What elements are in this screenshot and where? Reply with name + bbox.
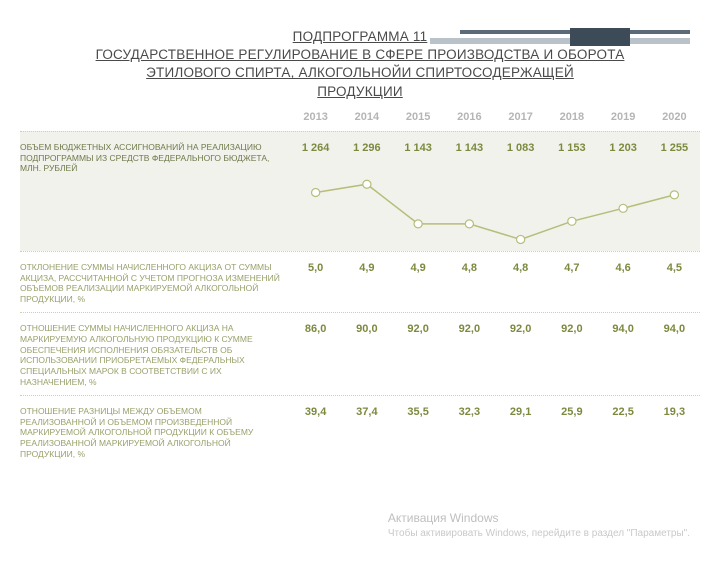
year-header: 2016 [444, 111, 495, 123]
value-cell: 94,0 [598, 323, 649, 335]
value-cell: 35,5 [393, 406, 444, 418]
table-row: ОТНОШЕНИЕ РАЗНИЦЫ МЕЖДУ ОБЪЕМОМ РЕАЛИЗОВ… [20, 395, 700, 467]
value-cell: 32,3 [444, 406, 495, 418]
chart-marker [619, 204, 627, 212]
year-header: 2015 [393, 111, 444, 123]
year-header: 2018 [546, 111, 597, 123]
watermark-title: Активация Windows [388, 511, 690, 527]
watermark-subtitle: Чтобы активировать Windows, перейдите в … [388, 527, 690, 540]
year-header: 2013 [290, 111, 341, 123]
value-cell: 1 153 [546, 142, 597, 154]
title-line-4: ПРОДУКЦИИ [40, 83, 680, 101]
value-cell: 4,9 [341, 262, 392, 274]
value-cell: 19,3 [649, 406, 700, 418]
value-cell: 25,9 [546, 406, 597, 418]
value-cell: 22,5 [598, 406, 649, 418]
value-cell: 1 083 [495, 142, 546, 154]
value-cell: 1 255 [649, 142, 700, 154]
value-cell: 1 143 [444, 142, 495, 154]
header-decoration [370, 28, 690, 48]
value-cell: 1 143 [393, 142, 444, 154]
budget-line-chart [290, 164, 700, 252]
title-line-2: ГОСУДАРСТВЕННОЕ РЕГУЛИРОВАНИЕ В СФЕРЕ ПР… [40, 46, 680, 64]
row-values: 1 2641 2961 1431 1431 0831 1531 2031 255 [290, 142, 700, 154]
table-row: ОБЪЕМ БЮДЖЕТНЫХ АССИГНОВАНИЙ НА РЕАЛИЗАЦ… [20, 131, 700, 251]
value-cell: 86,0 [290, 323, 341, 335]
chart-marker [414, 220, 422, 228]
row-label: ОБЪЕМ БЮДЖЕТНЫХ АССИГНОВАНИЙ НА РЕАЛИЗАЦ… [20, 142, 290, 174]
value-cell: 90,0 [341, 323, 392, 335]
year-header: 2014 [341, 111, 392, 123]
value-cell: 37,4 [341, 406, 392, 418]
table-header-row: 20132014201520162017201820192020 [20, 111, 700, 131]
value-cell: 4,7 [546, 262, 597, 274]
year-header: 2020 [649, 111, 700, 123]
value-cell: 92,0 [393, 323, 444, 335]
value-cell: 39,4 [290, 406, 341, 418]
value-cell: 5,0 [290, 262, 341, 274]
row-label: ОТНОШЕНИЕ РАЗНИЦЫ МЕЖДУ ОБЪЕМОМ РЕАЛИЗОВ… [20, 406, 290, 459]
value-cell: 92,0 [495, 323, 546, 335]
year-header: 2017 [495, 111, 546, 123]
row-values: 5,04,94,94,84,84,74,64,5 [290, 262, 700, 274]
row-label: ОТНОШЕНИЕ СУММЫ НАЧИСЛЕННОГО АКЦИЗА НА М… [20, 323, 290, 387]
chart-marker [465, 220, 473, 228]
row-label: ОТКЛОНЕНИЕ СУММЫ НАЧИСЛЕННОГО АКЦИЗА ОТ … [20, 262, 290, 305]
value-cell: 1 264 [290, 142, 341, 154]
value-cell: 4,5 [649, 262, 700, 274]
chart-marker [517, 235, 525, 243]
table-row: ОТНОШЕНИЕ СУММЫ НАЧИСЛЕННОГО АКЦИЗА НА М… [20, 312, 700, 395]
year-header: 2019 [598, 111, 649, 123]
value-cell: 1 296 [341, 142, 392, 154]
value-cell: 4,8 [495, 262, 546, 274]
table-row: ОТКЛОНЕНИЕ СУММЫ НАЧИСЛЕННОГО АКЦИЗА ОТ … [20, 251, 700, 313]
chart-marker [312, 188, 320, 196]
row-values: 86,090,092,092,092,092,094,094,0 [290, 323, 700, 335]
data-table: 20132014201520162017201820192020 ОБЪЕМ Б… [20, 111, 700, 467]
value-cell: 29,1 [495, 406, 546, 418]
row-values: 39,437,435,532,329,125,922,519,3 [290, 406, 700, 418]
value-cell: 92,0 [444, 323, 495, 335]
chart-marker [363, 180, 371, 188]
value-cell: 4,8 [444, 262, 495, 274]
value-cell: 94,0 [649, 323, 700, 335]
windows-activation-watermark: Активация Windows Чтобы активировать Win… [388, 511, 690, 540]
value-cell: 92,0 [546, 323, 597, 335]
title-line-3: ЭТИЛОВОГО СПИРТА, АЛКОГОЛЬНОЙИ СПИРТОСОД… [40, 64, 680, 82]
value-cell: 1 203 [598, 142, 649, 154]
chart-marker [670, 191, 678, 199]
value-cell: 4,9 [393, 262, 444, 274]
value-cell: 4,6 [598, 262, 649, 274]
chart-marker [568, 217, 576, 225]
